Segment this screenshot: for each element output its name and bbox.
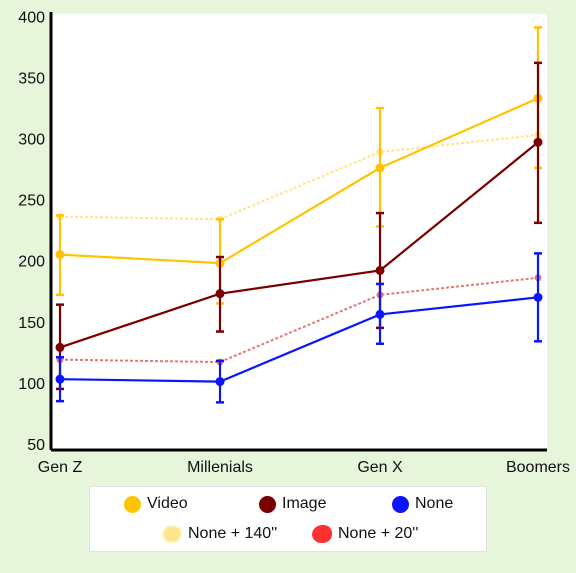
legend-item-image: Image	[259, 495, 326, 513]
legend-swatch-image	[259, 495, 276, 513]
data-point-none	[375, 309, 385, 319]
y-tick-label: 250	[18, 193, 45, 210]
legend-swatch-none	[392, 495, 409, 513]
legend-label-none-140: None + 140''	[188, 525, 278, 542]
series-line-none	[59, 296, 539, 383]
legend-swatch-none-140	[162, 525, 182, 543]
legend-label-image: Image	[282, 495, 327, 512]
data-point-video	[55, 250, 65, 260]
series-layer	[55, 26, 543, 404]
legend-label-video: Video	[147, 495, 188, 512]
data-point-image	[55, 342, 65, 352]
data-point-image	[533, 137, 543, 147]
series-line-image	[59, 141, 539, 349]
data-point-image	[375, 265, 385, 275]
y-tick-label: 400	[18, 9, 45, 26]
legend-label-none: None	[415, 495, 454, 512]
data-point-none	[55, 374, 65, 384]
series-line-none-140	[59, 133, 539, 221]
axes: 50 100 150 200 250 300 350 400 Gen Z Millenials Ge…	[18, 9, 570, 476]
legend-item-none: None	[392, 495, 453, 513]
y-tick-label: 200	[18, 254, 45, 271]
y-tick-label: 350	[18, 71, 45, 88]
y-tick-label: 100	[18, 376, 45, 393]
x-tick-label: Millenials	[187, 459, 253, 476]
legend-swatch-video	[124, 495, 141, 513]
y-tick-label: 150	[18, 315, 45, 332]
x-tick-label: Gen X	[357, 459, 403, 476]
x-tick-label: Boomers	[506, 459, 570, 476]
data-point-image	[215, 289, 225, 299]
data-point-none	[215, 377, 225, 387]
y-tick-label: 300	[18, 132, 45, 149]
legend-item-none-20: None + 20''	[312, 525, 418, 543]
x-tick-label: Gen Z	[38, 459, 83, 476]
y-tick-label: 50	[27, 437, 45, 454]
legend-swatch-none-20	[312, 525, 332, 543]
legend-item-video: Video	[124, 495, 188, 513]
legend: Video Image None None + 140'' None + 20'…	[89, 486, 487, 552]
legend-item-none-140: None + 140''	[162, 525, 277, 543]
series-line-video	[59, 97, 539, 265]
data-point-none	[533, 292, 543, 302]
series-line-none-20	[59, 276, 539, 364]
legend-label-none-20: None + 20''	[338, 525, 419, 542]
data-point-video	[375, 163, 385, 173]
plot-area	[51, 14, 547, 450]
